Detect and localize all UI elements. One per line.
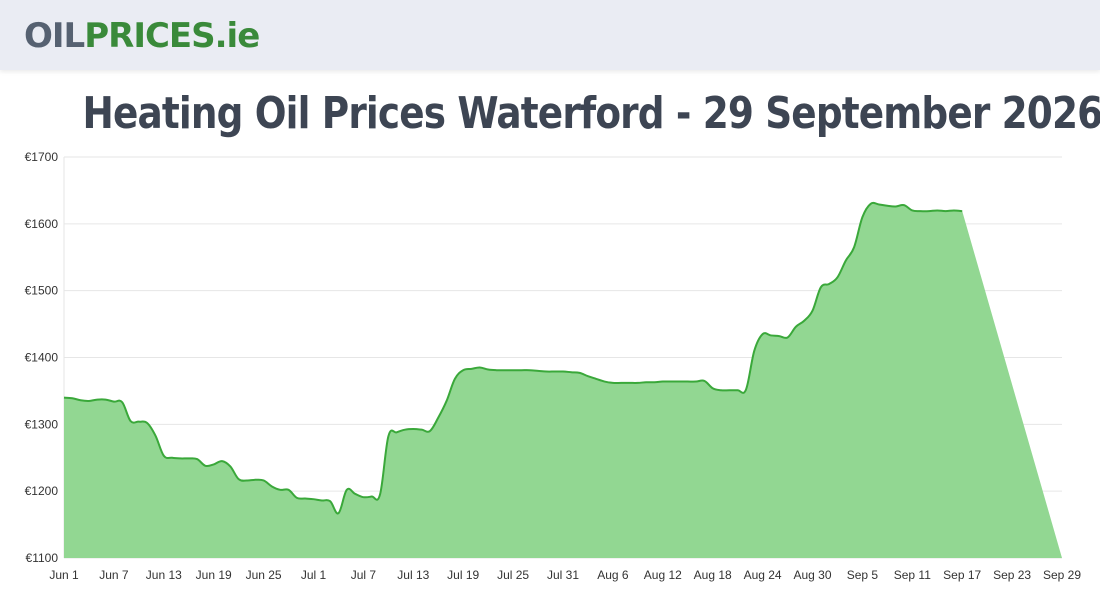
x-tick-label: Jun 7: [99, 568, 129, 582]
logo-oil-text: OIL: [24, 16, 85, 56]
y-tick-label: €1400: [25, 351, 59, 365]
x-tick-label: Jul 1: [301, 568, 327, 582]
x-tick-label: Jun 13: [146, 568, 182, 582]
x-tick-label: Sep 17: [943, 568, 981, 582]
y-tick-label: €1500: [25, 284, 59, 298]
x-tick-label: Sep 29: [1043, 568, 1081, 582]
logo-prices-text: PRICES: [84, 16, 215, 56]
x-tick-label: Jul 7: [351, 568, 377, 582]
x-tick-label: Sep 11: [894, 568, 931, 582]
x-tick-label: Jul 19: [447, 568, 479, 582]
price-area-fill: [64, 202, 1062, 558]
x-tick-label: Aug 18: [694, 568, 732, 582]
x-tick-label: Sep 23: [993, 568, 1031, 582]
x-tick-label: Jun 25: [246, 568, 282, 582]
y-tick-label: €1300: [25, 417, 59, 431]
page-title: Heating Oil Prices Waterford - 29 Septem…: [82, 88, 1100, 139]
x-tick-label: Jun 19: [196, 568, 232, 582]
x-tick-label: Aug 12: [644, 568, 682, 582]
site-header: OILPRICES.ie: [0, 0, 1100, 70]
y-axis-ticks: €1100 €1200 €1300 €1400 €1500 €1600 €1700: [25, 150, 59, 565]
x-tick-label: Sep 5: [847, 568, 879, 582]
y-tick-label: €1100: [26, 551, 59, 565]
x-tick-label: Aug 30: [793, 568, 831, 582]
x-tick-label: Jun 1: [49, 568, 79, 582]
x-tick-label: Aug 24: [744, 568, 782, 582]
y-tick-label: €1700: [25, 150, 59, 164]
y-tick-label: €1200: [25, 484, 59, 498]
site-logo[interactable]: OILPRICES.ie: [24, 14, 261, 58]
logo-tld-text: .ie: [214, 16, 261, 56]
x-tick-label: Aug 6: [597, 568, 629, 582]
x-tick-label: Jul 31: [547, 568, 579, 582]
y-tick-label: €1600: [25, 217, 59, 231]
price-line: [63, 201, 963, 515]
x-axis-ticks: Jun 1 Jun 7 Jun 13 Jun 19 Jun 25 Jul 1 Jul 7 Ju…: [49, 568, 1081, 582]
x-tick-label: Jul 13: [397, 568, 429, 582]
x-tick-label: Jul 25: [497, 568, 529, 582]
